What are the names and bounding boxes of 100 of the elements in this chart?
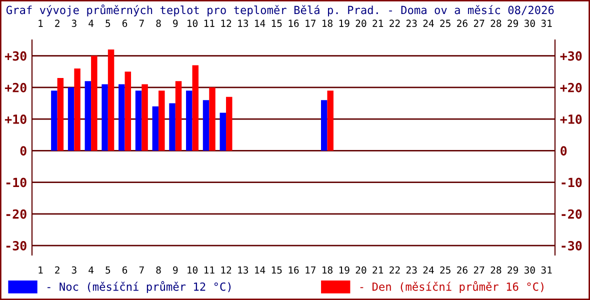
category-label: 17 <box>306 20 316 27</box>
x-tick-label: 10 <box>188 266 198 274</box>
category-label: 13 <box>238 20 248 28</box>
x-tick-label: 31 <box>541 266 552 274</box>
bar <box>57 78 64 151</box>
y-tick-label: +10 <box>4 114 26 124</box>
x-tick-label: 17 <box>306 266 316 274</box>
x-tick-label: 14 <box>255 266 266 274</box>
x-tick-label: 22 <box>390 266 400 274</box>
bar <box>102 84 108 151</box>
bar <box>118 84 125 151</box>
x-tick-label: 13 <box>238 266 248 274</box>
category-label: 9 <box>173 20 178 28</box>
category-label: 15 <box>272 20 282 28</box>
category-label: 14 <box>255 20 266 27</box>
bar <box>321 100 328 151</box>
bar <box>91 56 98 151</box>
y-tick-label: -20 <box>6 209 26 219</box>
legend-label: - Noc (měsíční průměr 12 °C) <box>47 281 231 293</box>
category-label: 27 <box>474 20 484 27</box>
bar <box>124 72 132 151</box>
x-tick-label: 6 <box>122 266 128 274</box>
category-label: 7 <box>139 20 144 27</box>
bar <box>169 103 176 151</box>
category-label: 20 <box>356 20 366 28</box>
category-label: 4 <box>88 20 94 27</box>
bar <box>226 96 232 151</box>
category-label: 29 <box>508 20 518 28</box>
y-tick-label: +30 <box>4 51 26 61</box>
bar <box>192 65 199 151</box>
x-tick-label: 5 <box>106 266 110 274</box>
y-tick-label: 0 <box>20 146 26 156</box>
bar <box>74 68 80 151</box>
bar <box>68 87 74 151</box>
category-label: 5 <box>106 20 110 28</box>
x-tick-label: 4 <box>88 266 94 274</box>
x-tick-label: 25 <box>440 266 450 274</box>
category-label: 1 <box>38 20 43 27</box>
bar <box>51 90 58 151</box>
bar <box>209 87 216 151</box>
y-tick-label: -10 <box>6 178 26 188</box>
bar <box>158 90 165 151</box>
bar <box>202 100 210 151</box>
bar <box>152 106 159 151</box>
x-tick-label: 7 <box>139 266 144 274</box>
x-tick-label: 20 <box>356 266 366 274</box>
y2-tick-label: +30 <box>560 51 582 61</box>
x-tick-label: 19 <box>339 266 350 274</box>
x-tick-label: 28 <box>490 266 502 274</box>
x-tick-label: 11 <box>204 266 214 274</box>
y2-tick-label: -30 <box>562 240 582 250</box>
x-tick-label: 26 <box>457 266 468 274</box>
bar <box>327 90 334 151</box>
y2-tick-label: 0 <box>560 146 567 156</box>
y2-tick-label: -10 <box>562 178 582 188</box>
x-tick-label: 21 <box>372 266 384 274</box>
category-label: 2 <box>55 20 60 27</box>
x-tick-label: 23 <box>406 266 417 274</box>
category-label: 30 <box>524 20 535 28</box>
x-tick-label: 12 <box>221 266 232 274</box>
category-label: 10 <box>188 20 198 28</box>
bar <box>135 90 142 151</box>
legend-label: - Den (měsíční průměr 16 °C) <box>360 281 544 293</box>
category-label: 6 <box>122 20 128 28</box>
category-label: 26 <box>457 20 468 28</box>
category-label: 22 <box>390 20 400 27</box>
chart-title: Graf vývoje průměrných teplot pro teploměr Bělá p. Prad. - Doma ov a měsíc 08/2026 <box>6 4 554 16</box>
x-tick-label: 8 <box>156 266 161 274</box>
category-label: 8 <box>156 20 161 28</box>
bar <box>186 90 192 151</box>
x-tick-label: 1 <box>38 266 43 274</box>
category-label: 11 <box>204 20 214 27</box>
category-label: 31 <box>541 20 552 28</box>
y-tick-label: -30 <box>6 240 26 250</box>
x-tick-label: 24 <box>423 266 434 274</box>
x-tick-label: 16 <box>288 266 299 274</box>
bar <box>220 112 226 151</box>
x-tick-label: 29 <box>508 266 518 274</box>
x-tick-label: 18 <box>322 266 332 274</box>
y2-tick-label: +20 <box>560 82 582 92</box>
y2-tick-label: +10 <box>560 114 582 124</box>
bar <box>142 84 148 151</box>
x-tick-label: 9 <box>173 266 178 274</box>
category-label: 16 <box>288 20 299 28</box>
bar <box>84 81 92 151</box>
category-label: 24 <box>423 20 434 27</box>
y2-tick-label: -20 <box>562 209 582 219</box>
category-label: 18 <box>322 20 332 28</box>
bar <box>175 81 182 151</box>
category-label: 3 <box>72 20 76 28</box>
category-label: 25 <box>440 20 450 28</box>
category-label: 12 <box>221 20 232 27</box>
category-label: 23 <box>406 20 417 28</box>
x-tick-label: 3 <box>72 266 76 274</box>
y-tick-label: +20 <box>4 82 26 92</box>
category-label: 28 <box>490 20 502 28</box>
x-tick-label: 27 <box>474 266 484 274</box>
x-tick-label: 2 <box>55 266 60 274</box>
x-tick-label: 15 <box>272 266 282 274</box>
category-label: 21 <box>372 20 384 27</box>
